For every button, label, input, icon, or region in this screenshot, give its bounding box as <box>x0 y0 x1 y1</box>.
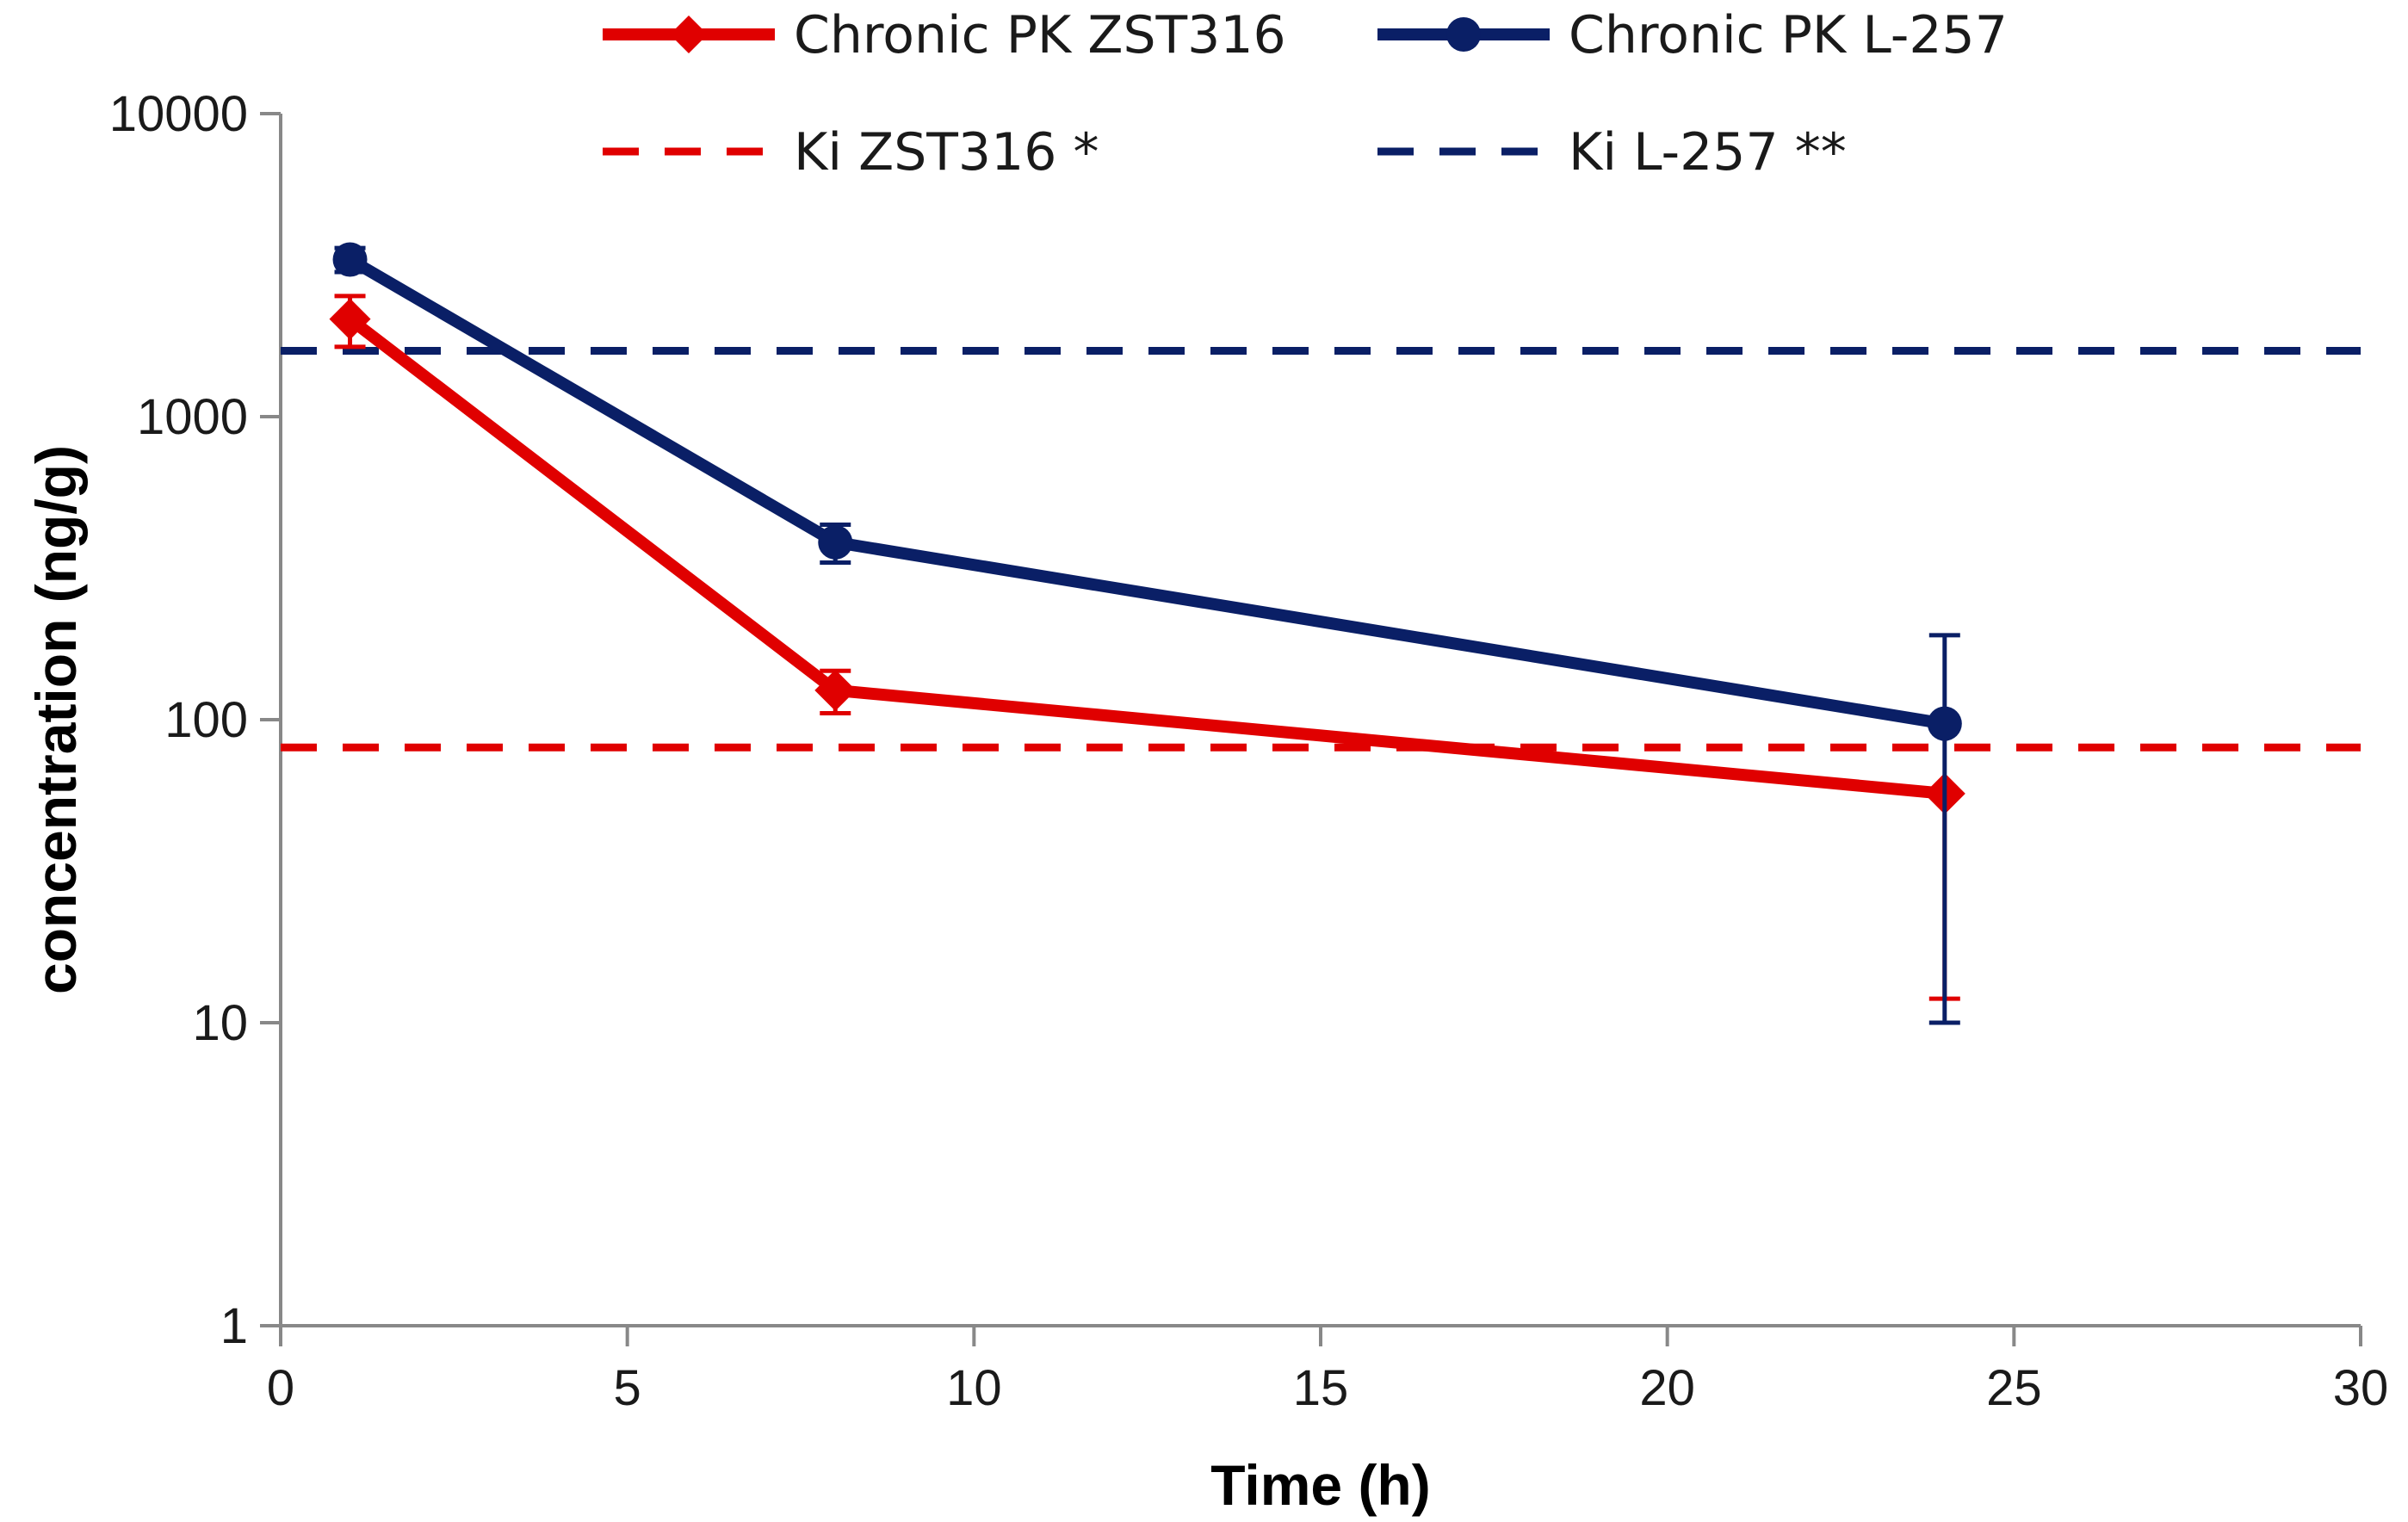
y-tick-label: 10 <box>192 995 248 1051</box>
legend-label-ki-l257: Ki L-257 ** <box>1569 122 1847 183</box>
x-tick-label: 10 <box>946 1360 1002 1416</box>
x-ticks: 0 5 10 15 20 25 30 <box>267 1326 2388 1416</box>
x-tick-label: 15 <box>1293 1360 1349 1416</box>
x-tick-label: 25 <box>1986 1360 2042 1416</box>
series-line-1 <box>346 254 1946 730</box>
data-point-diamond <box>329 298 371 340</box>
reference-lines <box>281 346 2361 752</box>
data-point-circle <box>1927 706 1962 741</box>
legend-label-chronic-pk-l257: Chronic PK L-257 <box>1569 5 2008 65</box>
data-point-circle <box>332 242 368 277</box>
y-tick-label: 100 <box>164 692 248 748</box>
legend-item-ki-l257: Ki L-257 ** <box>1377 122 1847 183</box>
legend-label-ki-zst316: Ki ZST316 * <box>794 122 1099 183</box>
data-point-circle <box>818 524 853 560</box>
x-tick-label: 5 <box>614 1360 641 1416</box>
data-point-diamond <box>814 669 857 711</box>
x-tick-label: 0 <box>267 1360 294 1416</box>
legend: Chronic PK ZST316 Chronic PK L-257 Ki ZS… <box>603 5 2008 183</box>
series-1 <box>332 242 1962 1025</box>
x-tick-label: 20 <box>1639 1360 1695 1416</box>
legend-item-chronic-pk-l257: Chronic PK L-257 <box>1377 5 2008 65</box>
y-ticks: 1 10 100 1000 10000 <box>109 86 281 1354</box>
axes: 1 10 100 1000 10000 0 5 10 15 20 25 30 Time (h) co… <box>24 86 2388 1517</box>
legend-item-ki-zst316: Ki ZST316 * <box>603 122 1099 183</box>
series-layer <box>329 242 1965 1025</box>
legend-label-chronic-pk-zst316: Chronic PK ZST316 <box>794 5 1286 65</box>
series-line-0 <box>346 314 1946 800</box>
legend-marker-diamond-icon <box>670 15 708 53</box>
series-0 <box>329 294 1965 1001</box>
y-tick-label: 1 <box>220 1298 248 1354</box>
y-tick-label: 1000 <box>137 389 248 445</box>
x-tick-label: 30 <box>2333 1360 2389 1416</box>
x-axis-title: Time (h) <box>1210 1453 1430 1517</box>
y-tick-label: 10000 <box>109 86 248 142</box>
legend-marker-circle-icon <box>1446 17 1481 52</box>
y-axis-title: concentration (ng/g) <box>24 445 88 994</box>
legend-item-chronic-pk-zst316: Chronic PK ZST316 <box>603 5 1286 65</box>
